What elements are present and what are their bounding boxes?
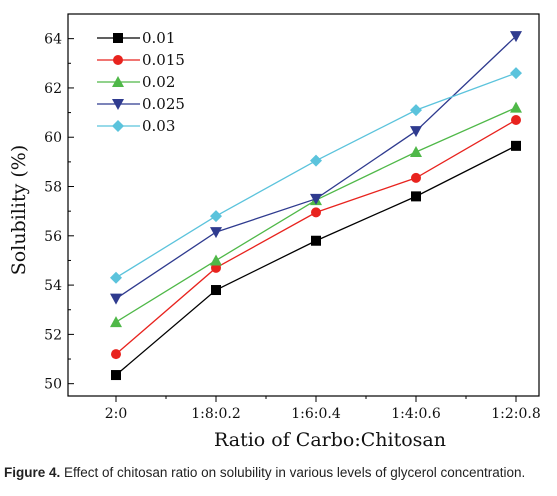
data-point — [110, 316, 122, 328]
data-point — [111, 370, 121, 381]
series-line — [115, 145, 517, 376]
legend-label: 0.015 — [142, 51, 185, 69]
series-0.01 — [111, 140, 521, 381]
legend-item: 0.03 — [97, 117, 175, 135]
data-point — [210, 227, 222, 239]
legend-label: 0.025 — [142, 95, 185, 113]
x-axis-title: Ratio of Carbo:Chitosan — [214, 429, 446, 451]
legend-item: 0.025 — [97, 95, 185, 113]
y-tick-label: 60 — [44, 130, 62, 146]
data-point — [110, 271, 122, 284]
legend-label: 0.02 — [142, 73, 175, 91]
data-point — [511, 114, 521, 125]
data-point — [410, 104, 422, 117]
data-point — [510, 101, 522, 113]
solubility-line-chart: 50 52 54 56 58 60 62 64 2:0 1:8:0.2 1:6:0.4 1:4:0.6… — [8, 13, 541, 451]
series-0.025 — [110, 31, 522, 305]
data-point — [410, 146, 422, 158]
data-point — [410, 126, 422, 138]
data-point — [511, 140, 521, 151]
legend-marker — [113, 33, 123, 43]
legend-label: 0.03 — [142, 117, 175, 135]
y-tick-label: 52 — [44, 327, 62, 343]
data-point — [111, 349, 121, 360]
legend: 0.01 0.015 0.02 0.025 0.03 — [97, 29, 185, 135]
legend-marker — [112, 76, 124, 87]
x-tick-label: 1:2:0.8 — [491, 406, 541, 422]
series-layer — [110, 31, 522, 381]
caption-text: Effect of chitosan ratio on solubility i… — [64, 465, 526, 480]
data-point — [310, 193, 322, 205]
legend-item: 0.01 — [97, 29, 175, 47]
y-tick-label: 56 — [44, 229, 62, 245]
x-tick-label: 1:8:0.2 — [191, 406, 241, 422]
legend-marker — [113, 55, 123, 65]
data-point — [211, 285, 221, 296]
data-point — [311, 235, 321, 246]
x-tick-label: 1:6:0.4 — [291, 406, 341, 422]
series-0.03 — [110, 67, 522, 284]
y-axis-title: Solubility (%) — [8, 145, 30, 275]
legend-label: 0.01 — [142, 29, 175, 47]
data-point — [411, 191, 421, 202]
y-tick-label: 50 — [44, 377, 62, 393]
y-tick-label: 58 — [44, 180, 62, 196]
legend-item: 0.015 — [97, 51, 185, 69]
data-point — [110, 293, 122, 305]
figure-caption: Figure 4. Effect of chitosan ratio on so… — [4, 465, 556, 480]
data-point — [510, 67, 522, 80]
y-tick-label: 64 — [44, 32, 62, 48]
legend-item: 0.02 — [97, 73, 175, 91]
caption-label: Figure 4. — [4, 465, 61, 480]
data-point — [210, 254, 222, 266]
y-tick-label: 54 — [44, 278, 62, 294]
plot-frame — [67, 13, 540, 397]
data-point — [411, 172, 421, 183]
data-point — [510, 31, 522, 43]
legend-marker — [112, 120, 124, 132]
series-line — [115, 35, 517, 300]
axis-ticks: 50 52 54 56 58 60 62 64 2:0 1:8:0.2 1:6:0.4 1:4:0.6… — [44, 32, 541, 422]
legend-marker — [112, 99, 124, 110]
x-tick-label: 2:0 — [105, 406, 128, 422]
data-point — [311, 207, 321, 218]
data-point — [310, 154, 322, 167]
y-tick-label: 62 — [44, 81, 62, 97]
x-tick-label: 1:4:0.6 — [391, 406, 441, 422]
data-point — [210, 210, 222, 223]
